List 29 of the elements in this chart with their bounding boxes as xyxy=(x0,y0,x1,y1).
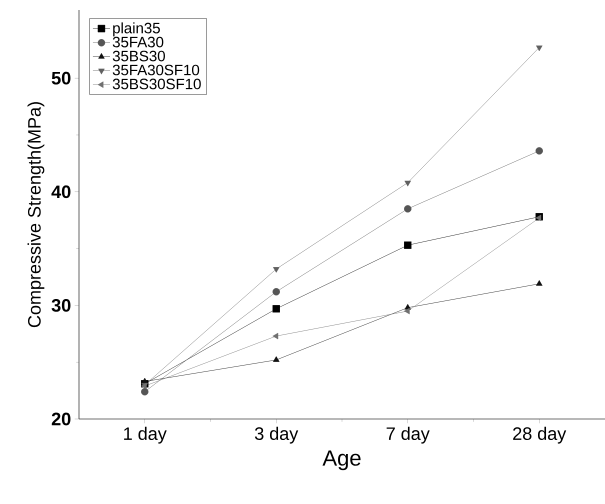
legend-label: 35FA30SF10 xyxy=(112,64,200,76)
x-axis-title: Age xyxy=(322,450,361,470)
y-tick-label: 20 xyxy=(52,412,70,426)
point xyxy=(536,46,542,52)
point xyxy=(272,288,280,296)
y-tick-label: 50 xyxy=(52,72,70,85)
x-tick-label: 7 day xyxy=(386,426,430,444)
y-tick-label: 30 xyxy=(52,298,70,312)
point xyxy=(404,308,410,314)
point xyxy=(272,332,278,340)
point xyxy=(404,205,412,213)
point xyxy=(404,180,411,186)
legend-label: 35BS30SF10 xyxy=(112,78,201,90)
point xyxy=(272,305,280,312)
point xyxy=(536,280,542,286)
point xyxy=(536,147,543,155)
x-tick-label: 3 day xyxy=(254,426,298,444)
legend-label: 35FA30 xyxy=(112,36,164,48)
point xyxy=(404,241,412,249)
point xyxy=(142,378,148,384)
legend-label: plain35 xyxy=(113,22,160,36)
y-axis-title: Compressive Strength(MPa) xyxy=(28,102,44,328)
point xyxy=(273,356,280,362)
point xyxy=(273,267,280,273)
x-tick-label: 28 day xyxy=(513,426,566,444)
legend-label: 35BS30 xyxy=(112,50,165,62)
x-tick-label: 1 day xyxy=(124,426,167,444)
point xyxy=(141,388,148,396)
y-tick-label: 40 xyxy=(51,185,70,198)
